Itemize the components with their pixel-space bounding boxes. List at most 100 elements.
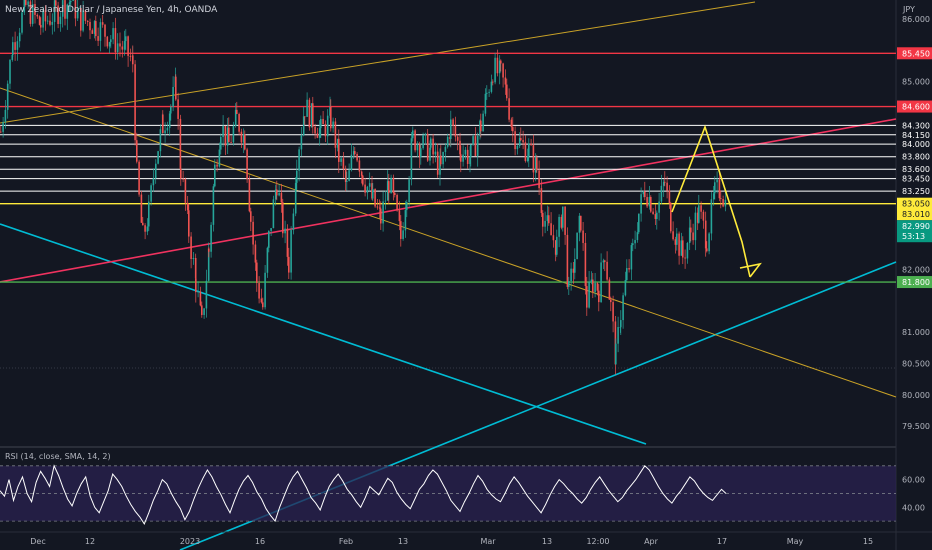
candle-body xyxy=(436,151,439,175)
candle-body xyxy=(240,131,243,143)
candle-body xyxy=(532,145,535,173)
price-tick-86.000: 86.000 xyxy=(902,15,930,24)
candle-body xyxy=(524,142,527,162)
candle-body xyxy=(412,130,414,139)
candle-body xyxy=(119,43,121,47)
candle-body xyxy=(678,233,680,256)
candle-body xyxy=(578,215,581,233)
candle-body xyxy=(91,30,94,34)
candle-body xyxy=(290,230,292,273)
candle-body xyxy=(504,77,507,85)
candle-body xyxy=(584,242,587,287)
candle-body xyxy=(203,308,205,315)
candle-body xyxy=(378,207,381,209)
candle-body xyxy=(350,154,353,171)
candle-body xyxy=(642,191,645,195)
trendline-cyan-1[interactable] xyxy=(0,223,647,445)
candle-body xyxy=(482,113,484,132)
candle-body xyxy=(308,99,311,128)
last-price-badge xyxy=(897,208,932,221)
candle-body xyxy=(456,136,459,141)
candle-body xyxy=(104,24,106,37)
time-label-8: 12:00 xyxy=(586,537,609,546)
candle-body xyxy=(592,279,594,293)
candle-body xyxy=(606,261,608,280)
candle-body xyxy=(212,186,215,225)
candle-body xyxy=(144,225,146,232)
candle-body xyxy=(12,42,14,56)
candle-body xyxy=(11,55,14,60)
candle-body xyxy=(666,182,668,191)
candle-body xyxy=(0,131,2,133)
candle-body xyxy=(260,298,263,303)
candle-body xyxy=(256,262,258,284)
trendline-trend_yellow-2[interactable] xyxy=(0,87,897,398)
price-tick-82.000: 82.000 xyxy=(902,266,930,275)
candle-body xyxy=(216,164,218,167)
candle-body xyxy=(294,182,297,214)
candle-body xyxy=(234,109,237,127)
candle-body xyxy=(352,151,355,155)
candle-body xyxy=(330,106,332,129)
candle-body xyxy=(64,0,66,19)
level-label-83.600: 83.600 xyxy=(902,165,930,174)
candle-body xyxy=(374,189,376,207)
candle-body xyxy=(686,242,689,259)
candle-body xyxy=(57,5,59,25)
candle-body xyxy=(630,245,633,270)
rsi-line[interactable] xyxy=(0,464,727,525)
level-badge-83.050 xyxy=(897,197,932,210)
candle-body xyxy=(27,1,29,5)
candle-body xyxy=(586,286,588,308)
candle-body xyxy=(712,193,715,200)
candle-body xyxy=(684,257,686,259)
candle-body xyxy=(510,119,513,128)
candle-body xyxy=(76,8,79,19)
candle-body xyxy=(506,84,508,99)
candle-body xyxy=(514,131,516,150)
candle-body xyxy=(568,281,570,287)
candle-body xyxy=(500,60,502,64)
price-tick-80.500: 80.500 xyxy=(902,360,930,369)
candle-body xyxy=(540,188,543,214)
candle-body xyxy=(188,210,190,237)
candle-body xyxy=(276,189,278,196)
candle-body xyxy=(640,194,642,214)
candle-body xyxy=(116,43,119,53)
projection-arrow-head[interactable] xyxy=(739,262,762,278)
candle-body xyxy=(408,179,410,203)
candle-body xyxy=(714,182,716,194)
candle-body xyxy=(426,133,429,161)
candle-body xyxy=(205,280,208,309)
candle-body xyxy=(650,196,652,212)
candle-body xyxy=(544,220,546,227)
rsi-title: RSI (14, close, SMA, 14, 2) xyxy=(5,452,111,461)
level-label-83.800: 83.800 xyxy=(902,153,930,162)
projection-arrow-line[interactable] xyxy=(671,124,751,278)
time-label-5: 13 xyxy=(398,537,408,546)
candle-body xyxy=(700,205,702,212)
price-tick-81.000: 81.000 xyxy=(902,328,930,337)
candle-body xyxy=(422,135,424,149)
candle-body xyxy=(180,169,182,179)
candle-body xyxy=(694,212,697,241)
candle-body xyxy=(182,178,184,180)
candle-body xyxy=(316,133,319,138)
candle-body xyxy=(388,181,390,194)
candle-body xyxy=(288,256,290,273)
trendline-trend_pink-4[interactable] xyxy=(0,118,897,283)
trendline-trend_yellow-3[interactable] xyxy=(0,1,756,124)
candle-body xyxy=(469,157,471,164)
candle-body xyxy=(486,92,488,94)
candle-body xyxy=(696,212,699,223)
level-label-84.300: 84.300 xyxy=(902,121,930,130)
candle-body xyxy=(480,120,482,132)
candle-body xyxy=(2,122,4,132)
candle-body xyxy=(429,147,431,161)
candle-body xyxy=(220,136,222,150)
level-badge-85.450 xyxy=(897,47,932,60)
candle-body xyxy=(172,86,174,107)
candle-body xyxy=(612,302,614,322)
